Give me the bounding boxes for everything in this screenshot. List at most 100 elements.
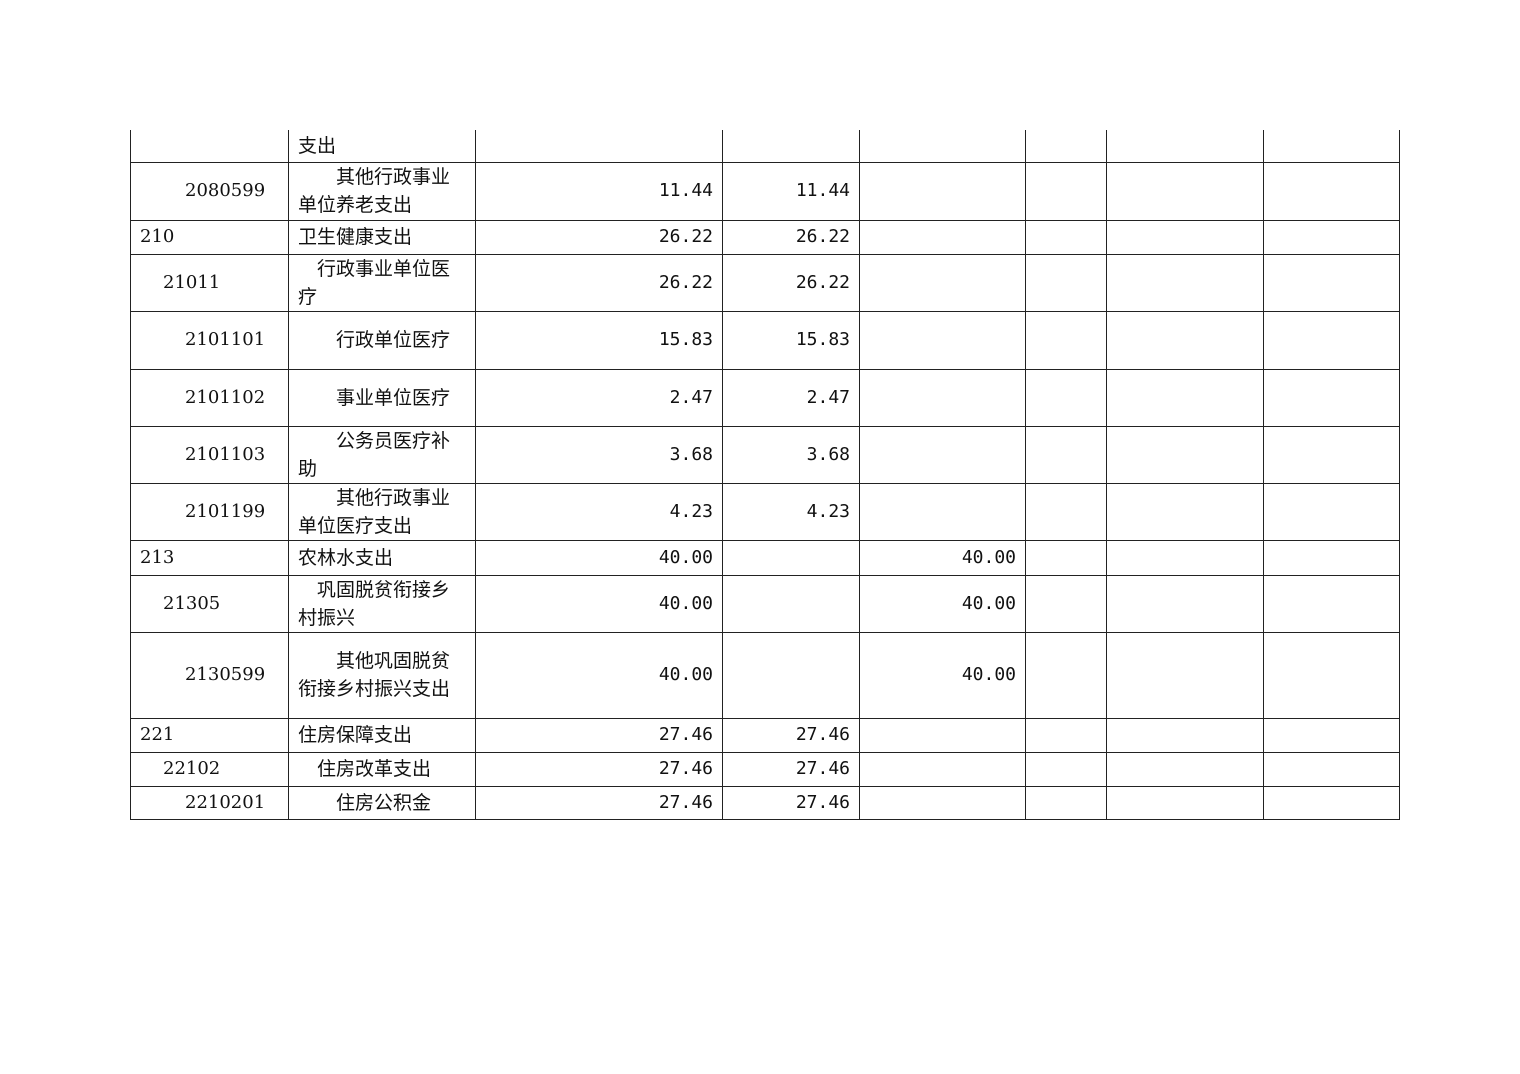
total-cell: 15.83	[475, 310, 723, 370]
table-row: 2101199 其他行政事业单位医疗支出 4.23 4.23	[130, 482, 1400, 541]
column-6-cell	[1025, 219, 1107, 255]
basic-expenditure-cell: 15.83	[722, 310, 860, 370]
total-cell: 27.46	[475, 751, 723, 787]
column-7-cell	[1106, 751, 1264, 787]
code-cell: 2101199	[130, 482, 289, 541]
project-expenditure-cell	[859, 310, 1026, 370]
total-cell: 27.46	[475, 717, 723, 753]
column-8-cell	[1263, 751, 1400, 787]
code-cell: 21305	[130, 574, 289, 633]
basic-expenditure-cell: 26.22	[722, 253, 860, 312]
total-cell: 4.23	[475, 482, 723, 541]
table-row: 22102 住房改革支出 27.46 27.46	[130, 751, 1400, 787]
code-cell	[130, 130, 289, 163]
column-8-cell	[1263, 482, 1400, 541]
column-8-cell	[1263, 310, 1400, 370]
code-cell: 22102	[130, 751, 289, 787]
basic-expenditure-cell: 27.46	[722, 785, 860, 820]
project-expenditure-cell	[859, 717, 1026, 753]
project-expenditure-cell	[859, 751, 1026, 787]
table-row: 2080599 其他行政事业单位养老支出 11.44 11.44	[130, 161, 1400, 221]
total-cell: 26.22	[475, 253, 723, 312]
column-6-cell	[1025, 130, 1107, 163]
total-cell	[475, 130, 723, 163]
column-7-cell	[1106, 161, 1264, 221]
code-cell: 2101102	[130, 368, 289, 427]
column-7-cell	[1106, 539, 1264, 576]
name-cell: 住房保障支出	[288, 717, 476, 753]
basic-expenditure-cell	[722, 631, 860, 719]
code-cell: 21011	[130, 253, 289, 312]
column-8-cell	[1263, 539, 1400, 576]
column-6-cell	[1025, 717, 1107, 753]
column-6-cell	[1025, 751, 1107, 787]
column-8-cell	[1263, 161, 1400, 221]
project-expenditure-cell	[859, 425, 1026, 484]
basic-expenditure-cell	[722, 574, 860, 633]
name-cell: 行政事业单位医疗	[288, 253, 476, 312]
code-cell: 213	[130, 539, 289, 576]
code-cell: 221	[130, 717, 289, 753]
column-7-cell	[1106, 785, 1264, 820]
column-7-cell	[1106, 574, 1264, 633]
column-6-cell	[1025, 574, 1107, 633]
project-expenditure-cell	[859, 482, 1026, 541]
code-cell: 2080599	[130, 161, 289, 221]
column-6-cell	[1025, 539, 1107, 576]
name-cell: 行政单位医疗	[288, 310, 476, 370]
project-expenditure-cell	[859, 161, 1026, 221]
column-8-cell	[1263, 219, 1400, 255]
project-expenditure-cell: 40.00	[859, 574, 1026, 633]
table-row: 2130599 其他巩固脱贫衔接乡村振兴支出 40.00 40.00	[130, 631, 1400, 719]
name-cell: 事业单位医疗	[288, 368, 476, 427]
column-7-cell	[1106, 253, 1264, 312]
name-cell: 其他行政事业单位养老支出	[288, 161, 476, 221]
column-7-cell	[1106, 482, 1264, 541]
column-8-cell	[1263, 717, 1400, 753]
project-expenditure-cell	[859, 219, 1026, 255]
table-row: 支出	[130, 130, 1400, 163]
project-expenditure-cell: 40.00	[859, 631, 1026, 719]
total-cell: 40.00	[475, 631, 723, 719]
table-row: 21011 行政事业单位医疗 26.22 26.22	[130, 253, 1400, 312]
table-row: 210 卫生健康支出 26.22 26.22	[130, 219, 1400, 255]
column-7-cell	[1106, 130, 1264, 163]
name-cell: 巩固脱贫衔接乡村振兴	[288, 574, 476, 633]
name-cell: 农林水支出	[288, 539, 476, 576]
column-8-cell	[1263, 368, 1400, 427]
column-6-cell	[1025, 482, 1107, 541]
total-cell: 3.68	[475, 425, 723, 484]
column-8-cell	[1263, 574, 1400, 633]
column-7-cell	[1106, 717, 1264, 753]
name-cell: 其他行政事业单位医疗支出	[288, 482, 476, 541]
total-cell: 11.44	[475, 161, 723, 221]
column-8-cell	[1263, 631, 1400, 719]
name-cell: 支出	[288, 130, 476, 163]
basic-expenditure-cell: 11.44	[722, 161, 860, 221]
table-row: 2101101 行政单位医疗 15.83 15.83	[130, 310, 1400, 370]
column-8-cell	[1263, 785, 1400, 820]
total-cell: 26.22	[475, 219, 723, 255]
basic-expenditure-cell: 2.47	[722, 368, 860, 427]
column-7-cell	[1106, 368, 1264, 427]
column-8-cell	[1263, 253, 1400, 312]
column-6-cell	[1025, 631, 1107, 719]
total-cell: 40.00	[475, 539, 723, 576]
basic-expenditure-cell	[722, 130, 860, 163]
name-cell: 卫生健康支出	[288, 219, 476, 255]
project-expenditure-cell	[859, 130, 1026, 163]
code-cell: 2130599	[130, 631, 289, 719]
table-row: 2101102 事业单位医疗 2.47 2.47	[130, 368, 1400, 427]
project-expenditure-cell	[859, 368, 1026, 427]
total-cell: 27.46	[475, 785, 723, 820]
code-cell: 2101103	[130, 425, 289, 484]
basic-expenditure-cell: 26.22	[722, 219, 860, 255]
budget-expenditure-table: 支出 2080599 其他行政事业单位养老支出 11.44 11.44 210 卫生健康支出…	[130, 130, 1400, 820]
table-row: 2101103 公务员医疗补助 3.68 3.68	[130, 425, 1400, 484]
basic-expenditure-cell: 4.23	[722, 482, 860, 541]
code-cell: 2210201	[130, 785, 289, 820]
column-6-cell	[1025, 425, 1107, 484]
code-cell: 210	[130, 219, 289, 255]
column-6-cell	[1025, 785, 1107, 820]
column-7-cell	[1106, 425, 1264, 484]
